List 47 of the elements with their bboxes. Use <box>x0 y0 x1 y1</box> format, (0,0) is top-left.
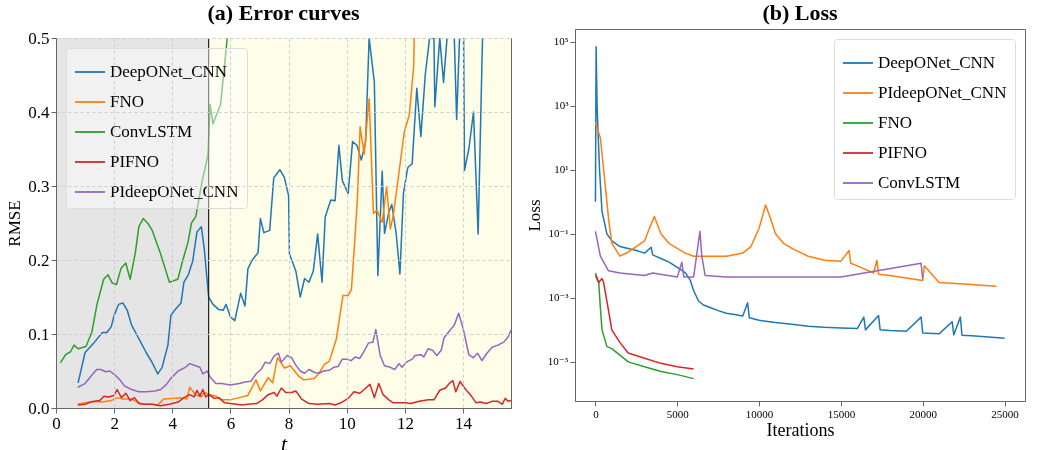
x-tick-label: 14 <box>455 413 473 433</box>
y-tick-label: 0.1 <box>28 324 50 344</box>
line-series <box>594 45 1006 339</box>
x-tick-label: 6 <box>226 413 236 433</box>
y-tick-label: 10⁻¹ <box>548 227 569 240</box>
y-tick-label: 10⁵ <box>553 35 569 48</box>
legend-label: DeepONet_CNN <box>878 53 996 72</box>
legend-label: DeepONet_CNN <box>110 62 228 81</box>
y-tick-label: 0.5 <box>28 28 50 48</box>
legend-label: ConvLSTM <box>878 173 961 192</box>
legend-label: PIdeepONet_CNN <box>110 182 239 201</box>
legend-label: PIdeepONet_CNN <box>878 83 1007 102</box>
line-series <box>77 38 415 406</box>
y-tick-label: 10¹ <box>554 163 569 176</box>
y-tick-label: 0.0 <box>28 398 50 418</box>
x-tick-label: 10 <box>338 413 356 433</box>
chart-title: (b) Loss <box>762 0 839 25</box>
legend-label: FNO <box>110 92 145 111</box>
x-tick-label: 20000 <box>909 407 938 420</box>
x-axis-title: t <box>280 430 288 450</box>
x-tick-label: 5000 <box>666 407 690 420</box>
y-tick-label: 0.4 <box>28 102 50 122</box>
line-series <box>77 379 511 407</box>
x-tick-label: 0 <box>593 407 600 420</box>
legend-label: FNO <box>878 113 913 132</box>
legend-label: PIFNO <box>878 143 928 162</box>
line-series <box>77 312 511 393</box>
chart-title: (a) Error curves <box>207 0 360 25</box>
y-axis-title: Loss <box>524 199 544 232</box>
x-tick-label: 0 <box>52 413 61 433</box>
x-axis-title: Iterations <box>766 419 835 440</box>
x-tick-label: 4 <box>168 413 178 433</box>
line-series <box>594 230 924 280</box>
x-tick-label: 10000 <box>745 407 774 420</box>
y-tick-label: 10⁻⁵ <box>547 355 569 368</box>
x-tick-label: 12 <box>396 413 414 433</box>
x-tick-label: 2 <box>110 413 119 433</box>
y-tick-label: 10⁻³ <box>548 291 570 304</box>
y-tick-label: 10³ <box>554 99 570 112</box>
y-tick-label: 0.2 <box>28 250 50 270</box>
y-axis-title: RMSE <box>5 200 25 247</box>
x-tick-label: 15000 <box>827 407 856 420</box>
legend-label: PIFNO <box>110 152 160 171</box>
y-tick-label: 0.3 <box>28 176 50 196</box>
legend-label: ConvLSTM <box>110 122 193 141</box>
x-tick-label: 25000 <box>991 407 1020 420</box>
x-tick-label: 8 <box>284 413 294 433</box>
